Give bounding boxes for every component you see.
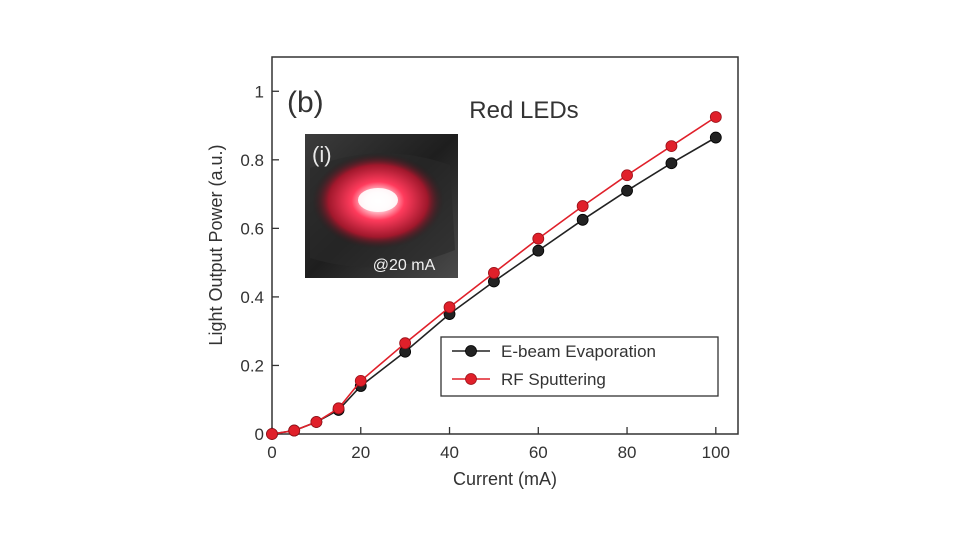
legend-marker-rf bbox=[465, 373, 477, 385]
data-point-series-0 bbox=[621, 184, 633, 197]
inset-label: (i) bbox=[312, 142, 332, 167]
inset-photo: (i) @20 mA bbox=[305, 134, 458, 278]
data-point-series-1 bbox=[488, 267, 500, 279]
data-point-series-1 bbox=[288, 424, 301, 437]
panel-label: (b) bbox=[287, 86, 324, 119]
data-point-series-1 bbox=[576, 200, 589, 212]
data-point-series-0 bbox=[665, 157, 678, 170]
y-tick-label: 0.6 bbox=[240, 219, 264, 238]
x-tick-label: 60 bbox=[529, 443, 548, 462]
data-point-series-0 bbox=[576, 213, 589, 226]
x-tick-label: 80 bbox=[618, 443, 637, 462]
legend-label-ebeam: E-beam Evaporation bbox=[501, 342, 656, 361]
data-point-series-1 bbox=[332, 402, 345, 415]
data-point-series-1 bbox=[665, 140, 678, 153]
data-point-series-1 bbox=[709, 111, 722, 123]
y-tick-label: 0 bbox=[255, 425, 264, 444]
data-point-series-0 bbox=[532, 244, 545, 257]
x-axis-label: Current (mA) bbox=[453, 469, 557, 489]
y-tick-label: 1 bbox=[255, 82, 264, 101]
y-axis-ticks: 0 0.2 0.4 0.6 0.8 1 bbox=[240, 82, 279, 444]
data-point-series-0 bbox=[709, 131, 722, 144]
data-point-series-1 bbox=[443, 301, 456, 314]
data-point-series-1 bbox=[621, 169, 633, 182]
inset-hotspot bbox=[358, 188, 398, 212]
data-point-series-1 bbox=[266, 428, 278, 440]
series-layer bbox=[266, 111, 722, 440]
x-tick-label: 20 bbox=[351, 443, 370, 462]
plot-frame bbox=[271, 56, 739, 435]
inset-caption: @20 mA bbox=[373, 257, 436, 274]
data-point-series-1 bbox=[310, 416, 323, 428]
legend-frame bbox=[440, 336, 719, 397]
legend: E-beam Evaporation RF Sputtering bbox=[440, 336, 719, 397]
data-point-series-1 bbox=[532, 232, 545, 245]
y-tick-label: 0.2 bbox=[240, 356, 264, 375]
legend-marker-ebeam bbox=[465, 345, 477, 357]
y-axis-label: Light Output Power (a.u.) bbox=[206, 144, 226, 345]
x-axis-ticks: 0 20 40 60 80 100 bbox=[267, 427, 730, 462]
y-tick-label: 0.4 bbox=[240, 288, 264, 307]
x-tick-label: 40 bbox=[440, 443, 459, 462]
chart-title: Red LEDs bbox=[469, 97, 578, 124]
y-tick-label: 0.8 bbox=[240, 151, 264, 170]
x-tick-label: 100 bbox=[702, 443, 730, 462]
data-point-series-1 bbox=[399, 337, 412, 350]
legend-label-rf: RF Sputtering bbox=[501, 370, 606, 389]
data-point-series-1 bbox=[354, 374, 367, 387]
x-tick-label: 0 bbox=[267, 443, 276, 462]
